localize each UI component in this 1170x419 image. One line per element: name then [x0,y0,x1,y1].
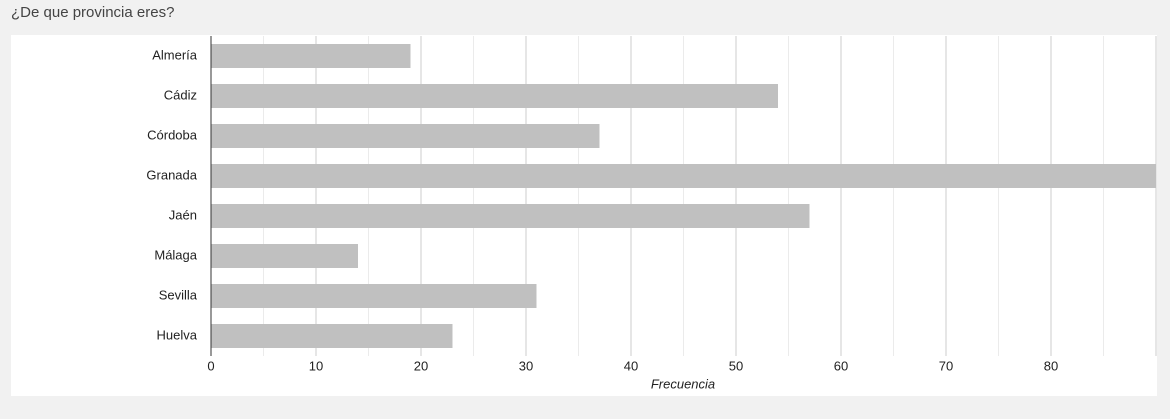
x-tick-label: 0 [207,358,214,373]
y-tick-label: Sevilla [159,287,198,302]
y-tick-label: Jaén [169,207,197,222]
x-tick-label: 10 [309,358,323,373]
x-tick-label: 30 [519,358,533,373]
bar [211,324,453,348]
y-tick-label: Córdoba [147,127,198,142]
y-tick-label: Cádiz [164,87,197,102]
bar [211,204,810,228]
x-tick-label: 20 [414,358,428,373]
question-title: ¿De que provincia eres? [11,4,175,21]
x-tick-label: 60 [834,358,848,373]
bar [211,284,537,308]
y-tick-label: Málaga [154,247,197,262]
bar [211,84,778,108]
x-tick-label: 80 [1044,358,1058,373]
bar [211,164,1156,188]
y-tick-label: Granada [146,167,197,182]
y-tick-label: Almería [152,47,198,62]
x-tick-label: 70 [939,358,953,373]
bar [211,124,600,148]
x-tick-label: 50 [729,358,743,373]
x-tick-label: 40 [624,358,638,373]
x-axis-label: Frecuencia [651,376,715,391]
bar [211,244,358,268]
bar [211,44,411,68]
y-tick-label: Huelva [157,327,198,342]
